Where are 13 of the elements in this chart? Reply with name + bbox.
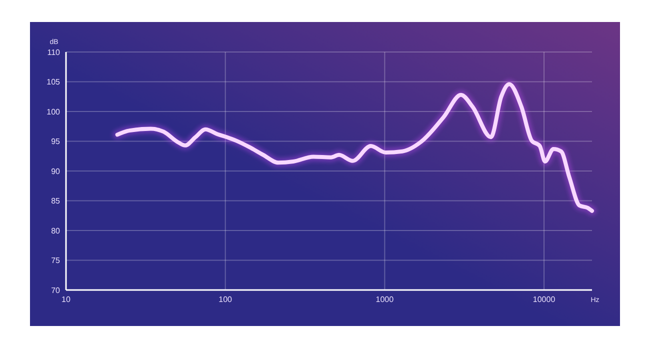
y-tick-label: 110 xyxy=(47,48,61,57)
y-tick-label: 100 xyxy=(46,107,61,116)
x-tick-label: 10 xyxy=(62,295,71,304)
y-tick-label: 95 xyxy=(51,137,61,146)
x-tick-label: 10000 xyxy=(532,295,556,304)
y-tick-label: 80 xyxy=(51,226,61,236)
x-tick-label: 100 xyxy=(218,295,233,304)
y-tick-label: 85 xyxy=(51,196,61,206)
y-tick-label: 105 xyxy=(46,78,61,87)
y-tick-label: 90 xyxy=(51,166,61,176)
y-tick-label: 70 xyxy=(51,286,61,295)
x-tick-label: 1000 xyxy=(376,295,394,304)
y-tick-label: 75 xyxy=(51,256,61,266)
